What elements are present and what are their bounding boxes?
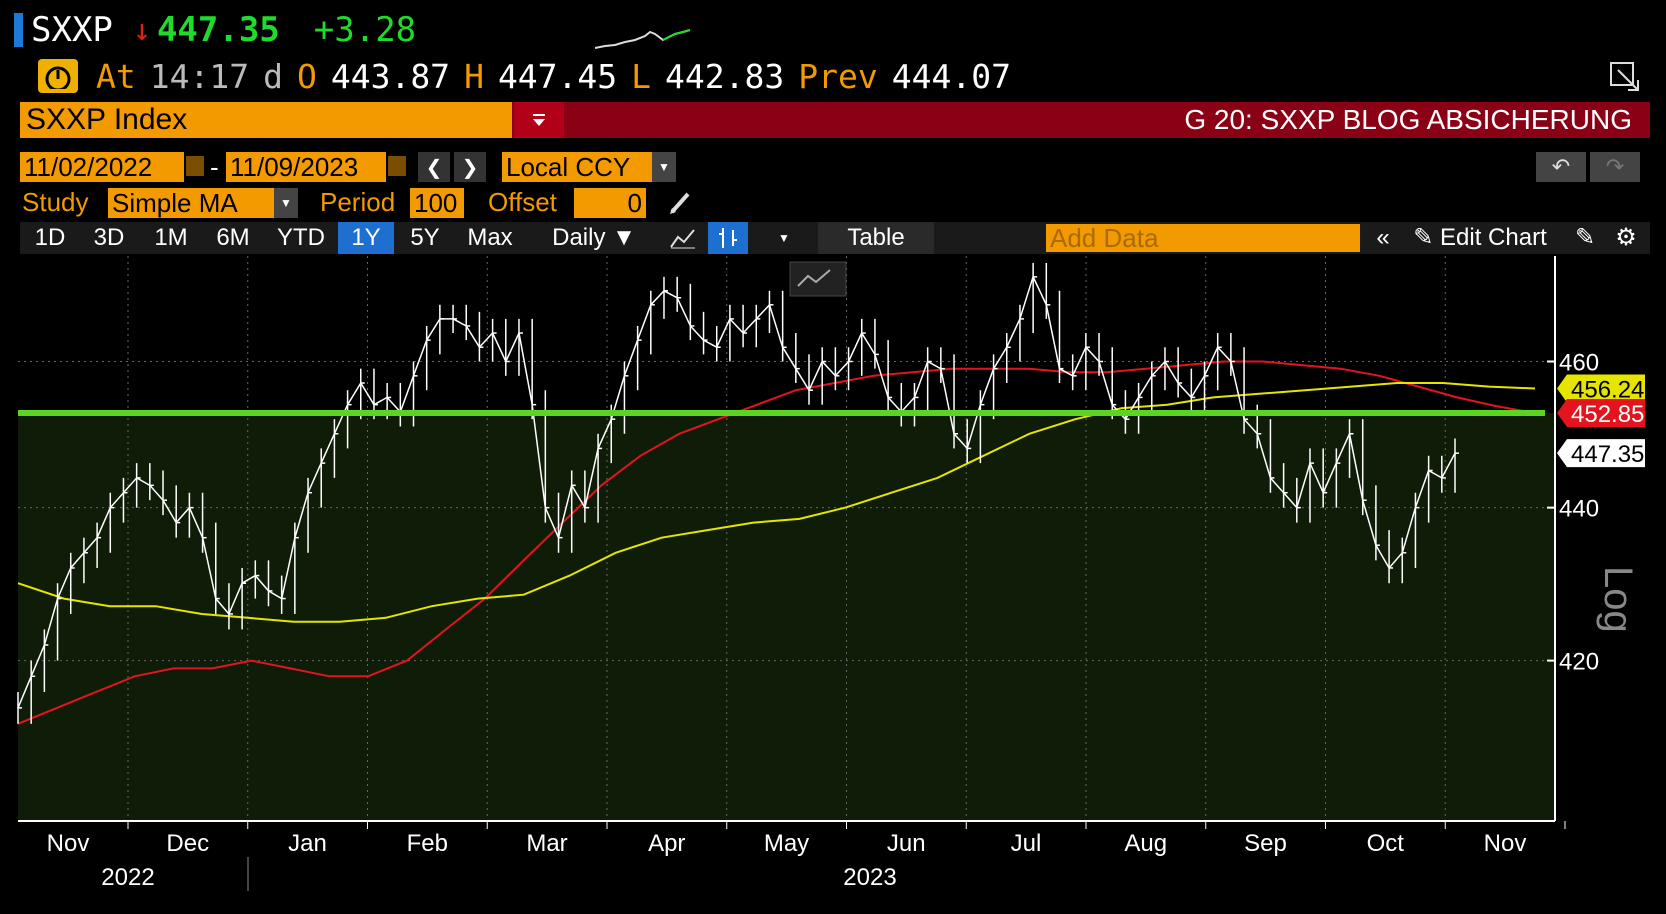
log-scale-label: Log [1596, 566, 1640, 633]
study-label: Study [22, 187, 89, 217]
ticker-symbol: SXXP [31, 10, 113, 50]
period-input[interactable]: 100 [410, 188, 464, 218]
ohlc-line: At 14:17 d O 443.87 H 447.45 L 442.83 Pr… [38, 56, 1011, 96]
x-month-label: Oct [1367, 830, 1405, 857]
last-value-tag [1557, 399, 1645, 428]
high-label: H [464, 56, 484, 96]
open-label: O [296, 56, 317, 96]
price-line [17, 274, 1456, 709]
quote-time: 14:17 [149, 56, 250, 96]
gauge-icon[interactable] [38, 59, 78, 93]
chevron-down-icon[interactable]: ▼ [652, 152, 676, 182]
frequency-select[interactable]: Daily ▼ [552, 224, 636, 251]
x-month-label: Sep [1244, 830, 1287, 857]
low-value: 442.83 [665, 56, 785, 96]
calendar-icon[interactable] [186, 156, 204, 176]
high-value: 447.45 [497, 56, 618, 96]
last-value-tag [1557, 439, 1645, 468]
study-select[interactable]: Simple MA [108, 188, 274, 218]
line-chart-icon [797, 269, 831, 287]
net-change: +3.28 [313, 10, 417, 50]
x-month-label: Jul [1011, 830, 1042, 857]
last-value-label: 452.85 [1571, 401, 1644, 428]
range-button-1y[interactable]: 1Y [338, 222, 394, 254]
last-value-tag [1557, 374, 1645, 403]
period-label: Period [320, 187, 396, 217]
redo-button[interactable]: ↷ [1590, 152, 1640, 182]
y-tick-label: 440 [1559, 496, 1599, 523]
edit-chart-button[interactable]: ✎ Edit Chart [1404, 222, 1556, 254]
chevron-down-icon[interactable]: ▼ [778, 231, 790, 245]
range-button-max[interactable]: Max [467, 224, 513, 251]
last-price: 447.35 [156, 10, 280, 50]
open-value: 443.87 [330, 56, 451, 96]
range-button-1d[interactable]: 1D [34, 224, 66, 251]
low-label: L [631, 56, 652, 96]
x-month-label: Feb [407, 830, 448, 857]
offset-input[interactable]: 0 [574, 188, 646, 218]
x-month-label: Aug [1124, 830, 1167, 857]
expand-icon[interactable] [1608, 60, 1642, 94]
x-year-label: 2022 [101, 864, 154, 891]
prev-period-button[interactable]: ❮ [418, 152, 450, 182]
x-month-label: Nov [1484, 830, 1527, 857]
end-date-input[interactable]: 11/09/2023 [226, 152, 386, 182]
line-chart-icon[interactable] [660, 222, 706, 254]
next-period-button[interactable]: ❯ [454, 152, 486, 182]
last-value-label: 456.24 [1571, 376, 1644, 403]
moving-average-line [17, 360, 1536, 725]
edit-chart-label: Edit Chart [1440, 224, 1547, 251]
chevron-down-icon[interactable]: ▼ [274, 188, 298, 218]
last-value-label: 447.35 [1571, 441, 1644, 468]
menu-arrow-icon [533, 114, 545, 126]
moving-average-line [17, 382, 1536, 623]
range-button-ytd[interactable]: YTD [277, 224, 325, 251]
intraday-sparkline [595, 29, 691, 49]
add-data-input[interactable]: Add Data [1046, 224, 1360, 252]
pencil-icon[interactable] [668, 188, 694, 216]
offset-label: Offset [488, 187, 557, 217]
calendar-icon[interactable] [388, 156, 406, 176]
x-month-label: Jan [288, 830, 327, 857]
x-month-label: Mar [526, 830, 567, 857]
collapse-icon[interactable]: « [1376, 224, 1390, 251]
screen-title: G 20: SXXP BLOG ABSICHERUNG [1184, 104, 1632, 135]
shaded-region [18, 413, 1555, 821]
gear-icon[interactable]: ⚙ [1615, 224, 1637, 251]
start-date-input[interactable]: 11/02/2022 [20, 152, 184, 182]
chart-edit-icon[interactable]: ✎ [1574, 224, 1596, 251]
currency-select[interactable]: Local CCY [502, 152, 652, 182]
undo-button[interactable]: ↶ [1536, 152, 1586, 182]
d-label: d [263, 56, 283, 96]
quote-header: SXXP ↓ 447.35 +3.28 [14, 10, 416, 50]
range-button-1m[interactable]: 1M [154, 224, 188, 251]
x-month-label: Jun [887, 830, 926, 857]
prev-value: 444.07 [891, 56, 1011, 96]
range-button-6m[interactable]: 6M [216, 224, 250, 251]
security-input[interactable]: SXXP Index [20, 102, 512, 138]
prev-label: Prev [798, 56, 878, 96]
x-month-label: Dec [166, 830, 209, 857]
x-month-label: May [764, 830, 809, 857]
range-button-3d[interactable]: 3D [93, 224, 125, 251]
pencil-icon: ✎ [1413, 224, 1434, 251]
table-button[interactable]: Table [818, 222, 934, 254]
down-arrow-icon: ↓ [132, 12, 151, 48]
y-tick-label: 460 [1559, 349, 1599, 376]
ticker-marker [14, 13, 23, 47]
at-label: At [96, 56, 136, 96]
security-menu-button[interactable] [514, 102, 564, 138]
range-button-5y[interactable]: 5Y [410, 224, 440, 251]
x-year-label: 2023 [843, 864, 896, 891]
y-tick-label: 420 [1559, 649, 1599, 676]
x-month-label: Nov [47, 830, 90, 857]
date-separator: - [210, 152, 219, 182]
bar-chart-icon[interactable] [708, 222, 748, 254]
x-month-label: Apr [648, 830, 685, 857]
